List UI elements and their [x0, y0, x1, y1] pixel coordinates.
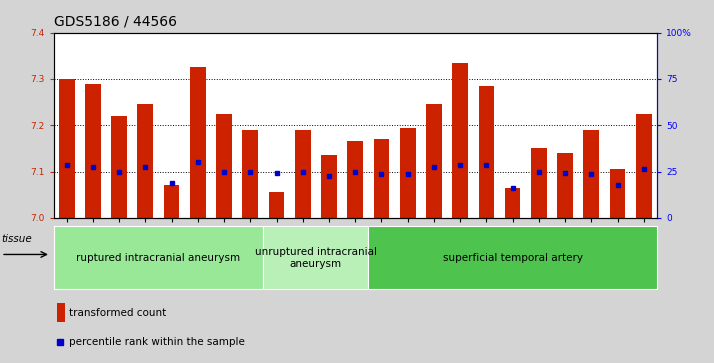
Bar	[373, 139, 389, 218]
Bar	[295, 130, 311, 218]
Bar	[111, 116, 127, 218]
Text: unruptured intracranial
aneurysm: unruptured intracranial aneurysm	[255, 247, 377, 269]
FancyBboxPatch shape	[368, 227, 657, 289]
Bar	[557, 153, 573, 218]
Bar	[636, 114, 652, 218]
Bar	[400, 127, 416, 218]
Bar	[138, 105, 154, 218]
Text: superficial temporal artery: superficial temporal artery	[443, 253, 583, 263]
Bar	[268, 192, 284, 218]
Bar	[216, 114, 232, 218]
Text: transformed count: transformed count	[69, 308, 166, 318]
Text: tissue: tissue	[1, 234, 32, 244]
Bar	[505, 188, 521, 218]
Bar	[610, 169, 625, 218]
Bar	[59, 79, 74, 218]
Bar	[426, 105, 442, 218]
Bar	[583, 130, 599, 218]
Bar	[56, 303, 65, 322]
Bar	[531, 148, 547, 218]
Text: GDS5186 / 44566: GDS5186 / 44566	[54, 15, 176, 29]
Bar	[85, 83, 101, 218]
Bar	[478, 86, 494, 218]
Bar	[190, 68, 206, 218]
Text: percentile rank within the sample: percentile rank within the sample	[69, 337, 244, 347]
Bar	[321, 155, 337, 218]
FancyBboxPatch shape	[54, 227, 263, 289]
Bar	[164, 185, 179, 218]
Bar	[452, 63, 468, 218]
Text: ruptured intracranial aneurysm: ruptured intracranial aneurysm	[76, 253, 241, 263]
Bar	[243, 130, 258, 218]
Bar	[347, 142, 363, 218]
FancyBboxPatch shape	[263, 227, 368, 289]
